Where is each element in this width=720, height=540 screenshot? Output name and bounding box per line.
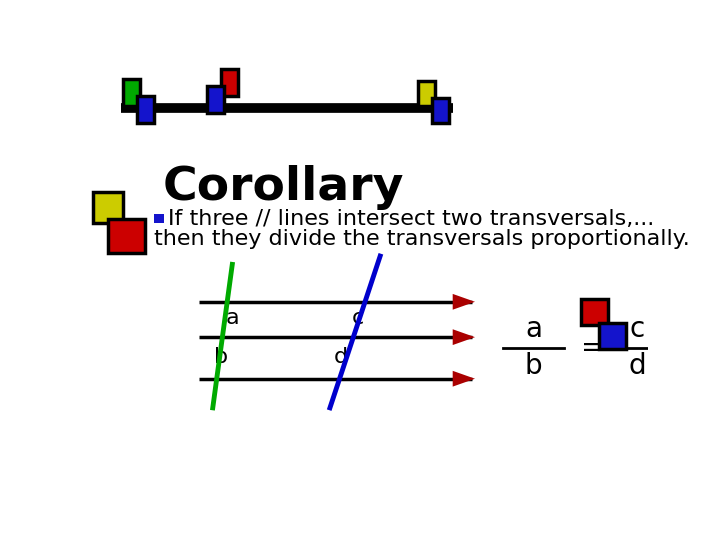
Bar — [418, 82, 435, 106]
Polygon shape — [453, 371, 475, 387]
Bar — [207, 85, 224, 113]
Text: If three // lines intersect two transversals,...: If three // lines intersect two transver… — [168, 208, 654, 228]
Bar — [432, 98, 449, 123]
Bar — [93, 192, 124, 223]
Bar — [109, 219, 145, 253]
Bar — [154, 214, 164, 223]
Text: d: d — [628, 352, 646, 380]
Bar — [138, 96, 154, 123]
Text: d: d — [334, 347, 348, 367]
Bar — [599, 323, 626, 349]
Polygon shape — [453, 329, 475, 345]
Bar — [581, 299, 608, 325]
Text: c: c — [351, 308, 364, 328]
Text: a: a — [525, 315, 542, 343]
Polygon shape — [453, 294, 475, 310]
Text: b: b — [525, 352, 542, 380]
Text: then they divide the transversals proportionally.: then they divide the transversals propor… — [154, 230, 690, 249]
Bar — [221, 69, 238, 96]
Text: b: b — [214, 347, 228, 367]
Text: =: = — [580, 334, 604, 362]
Text: a: a — [225, 308, 239, 328]
Text: c: c — [629, 315, 644, 343]
Text: Corollary: Corollary — [163, 165, 404, 210]
Bar — [124, 79, 140, 106]
